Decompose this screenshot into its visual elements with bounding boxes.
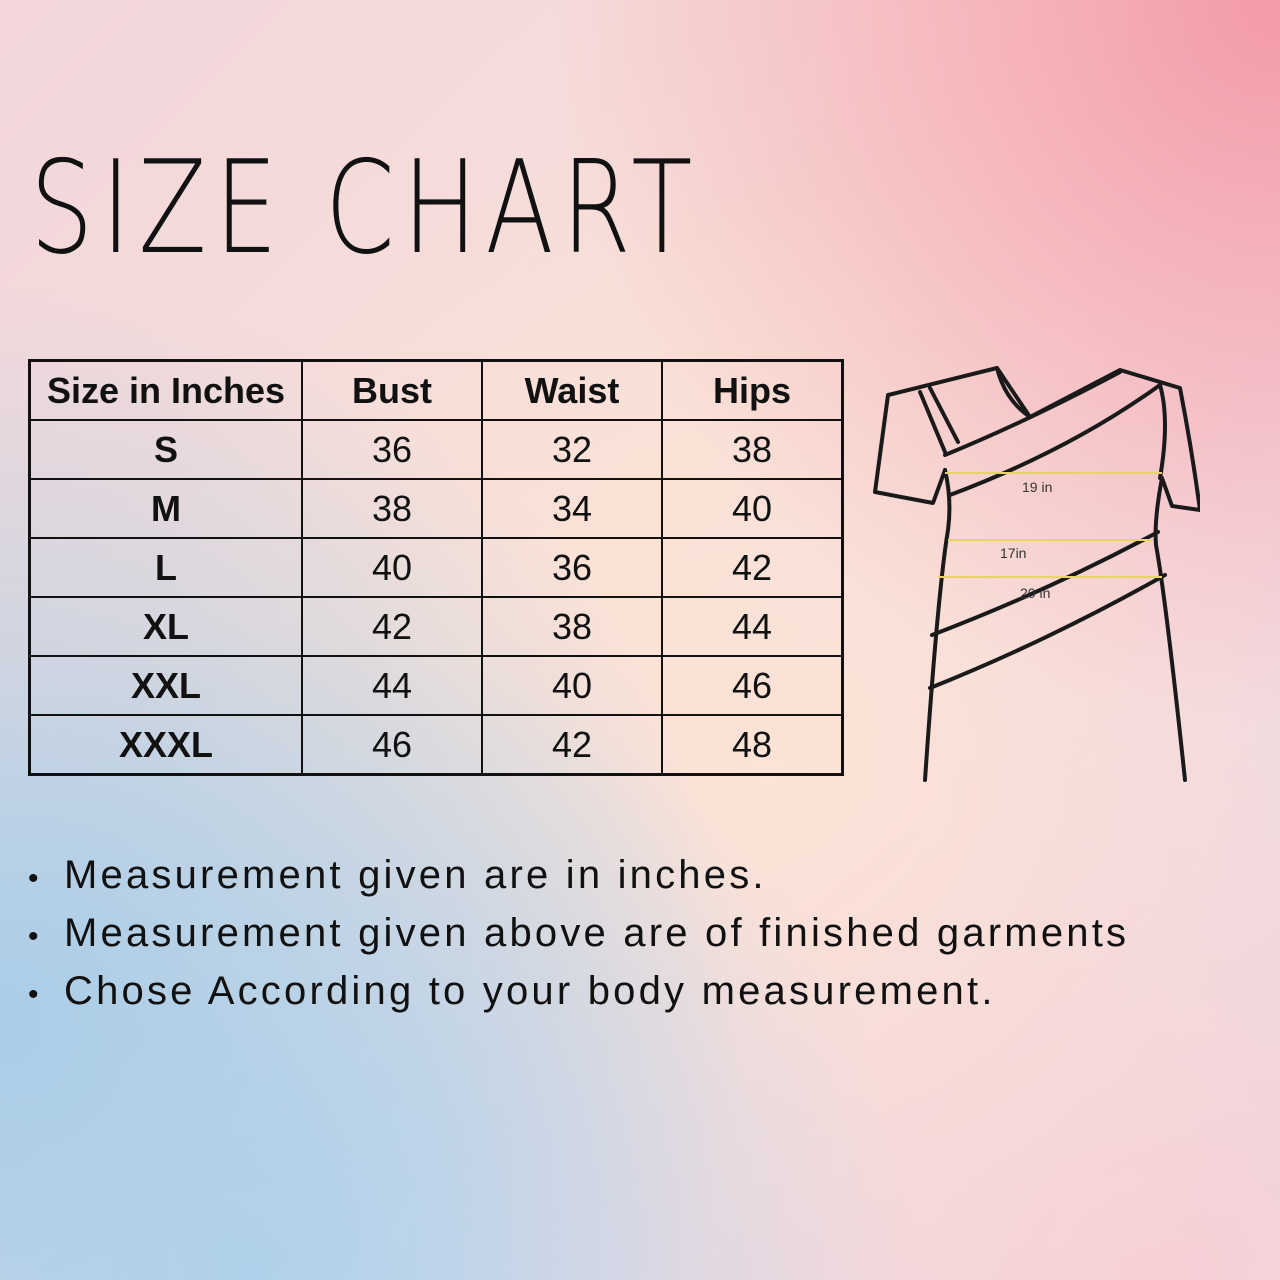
bust-cell: 44 [301,655,483,716]
header-hips: Hips [661,359,844,421]
waist-measure-label: 17in [1000,545,1026,561]
bust-cell: 36 [301,419,483,480]
hips-cell: 44 [661,596,844,657]
header-size: Size in Inches [28,359,303,421]
hips-cell: 42 [661,537,844,598]
waist-cell: 38 [481,596,663,657]
garment-outline [873,366,1200,782]
size-cell: XXXL [28,714,303,776]
table-row: XXL 44 40 46 [28,655,844,716]
size-cell: L [28,537,303,598]
hips-cell: 48 [661,714,844,776]
bullet-icon: • [28,920,42,953]
note-text: Measurement given are in inches. [64,853,767,897]
notes-list: • Measurement given are in inches. • Measu… [28,848,1129,1022]
bust-cell: 42 [301,596,483,657]
waist-cell: 40 [481,655,663,716]
note-text: Chose According to your body measurement… [64,969,996,1013]
waist-cell: 32 [481,419,663,480]
size-cell: XL [28,596,303,657]
note-item: • Measurement given above are of finished… [28,906,1129,964]
table-row: XXXL 46 42 48 [28,714,844,776]
hips-cell: 46 [661,655,844,716]
bust-cell: 46 [301,714,483,776]
table-row: L 40 36 42 [28,537,844,598]
table-row: XL 42 38 44 [28,596,844,657]
waist-cell: 34 [481,478,663,539]
table-header-row: Size in Inches Bust Waist Hips [28,359,844,421]
header-bust: Bust [301,359,483,421]
size-cell: XXL [28,655,303,716]
table-row: S 36 32 38 [28,419,844,480]
hip-measure-label: 20 in [1020,585,1050,601]
note-item: • Chose According to your body measuremen… [28,964,1129,1022]
size-table: Size in Inches Bust Waist Hips S 36 32 38 M 3… [28,359,844,776]
note-text: Measurement given above are of finished … [64,911,1130,955]
bust-cell: 38 [301,478,483,539]
bust-cell: 40 [301,537,483,598]
size-cell: S [28,419,303,480]
garment-diagram: 19 in 17in 20 in [873,366,1200,782]
bullet-icon: • [28,978,42,1011]
measure-lines [938,472,1162,578]
page-title: SIZE CHART [30,134,701,283]
hips-cell: 40 [661,478,844,539]
waist-cell: 36 [481,537,663,598]
waist-cell: 42 [481,714,663,776]
note-item: • Measurement given are in inches. [28,848,1129,906]
bust-measure-label: 19 in [1022,479,1052,495]
header-waist: Waist [481,359,663,421]
size-cell: M [28,478,303,539]
hips-cell: 38 [661,419,844,480]
bullet-icon: • [28,862,42,895]
table-row: M 38 34 40 [28,478,844,539]
